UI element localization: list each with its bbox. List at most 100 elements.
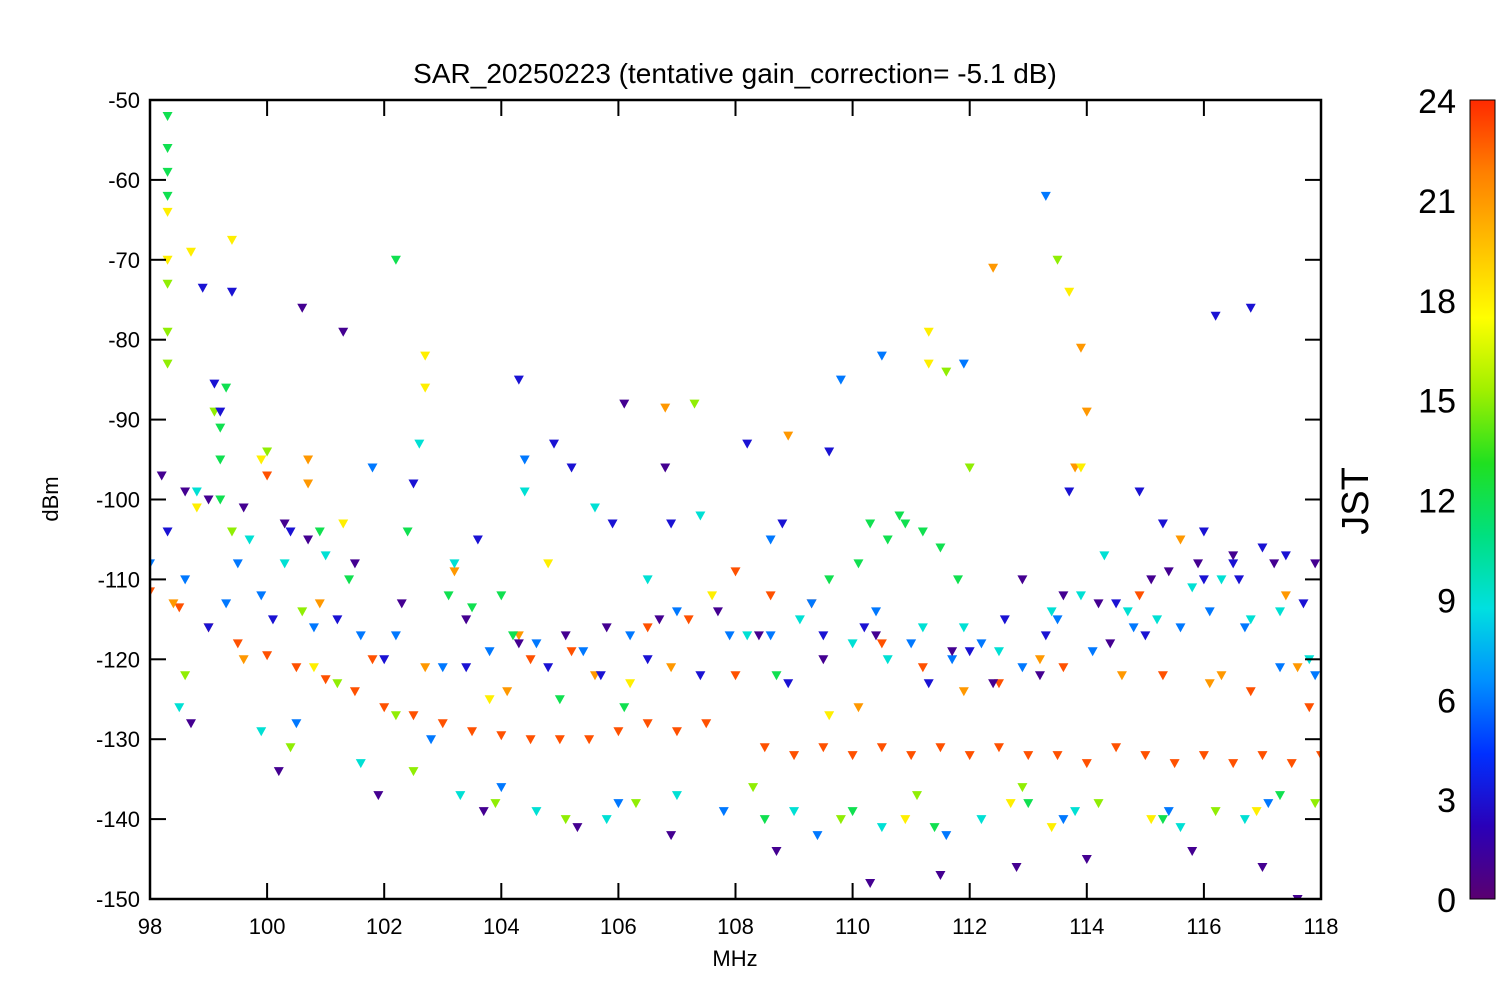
data-point	[993, 743, 1004, 753]
data-point	[1017, 663, 1028, 673]
y-tick-label: -100	[96, 488, 140, 513]
data-point	[759, 815, 770, 825]
data-point	[964, 647, 975, 657]
data-point	[554, 695, 565, 705]
data-point	[906, 639, 917, 649]
data-point	[1058, 815, 1069, 825]
data-point	[654, 615, 665, 625]
data-point	[865, 519, 876, 529]
x-tick-label: 100	[249, 914, 286, 939]
x-tick-label: 98	[138, 914, 162, 939]
data-point	[1251, 807, 1262, 817]
data-point	[1198, 751, 1209, 761]
y-tick-label: -140	[96, 807, 140, 832]
data-point	[1017, 575, 1028, 585]
data-point	[642, 623, 653, 633]
data-point	[1005, 799, 1016, 809]
data-point	[619, 703, 630, 713]
data-point	[297, 303, 308, 313]
x-tick-label: 104	[483, 914, 520, 939]
data-point	[162, 279, 173, 289]
data-point	[414, 439, 425, 449]
data-point	[1046, 823, 1057, 833]
data-point	[226, 287, 237, 297]
data-point	[765, 631, 776, 641]
data-point	[180, 487, 191, 497]
data-point	[1310, 799, 1321, 809]
data-point	[730, 671, 741, 681]
data-point	[607, 519, 618, 529]
data-point	[589, 503, 600, 513]
data-point	[988, 263, 999, 273]
data-point	[882, 655, 893, 665]
data-point	[771, 671, 782, 681]
data-point	[1275, 663, 1286, 673]
data-point	[297, 607, 308, 617]
data-point	[941, 367, 952, 377]
data-point	[771, 847, 782, 857]
data-point	[1228, 759, 1239, 769]
data-point	[472, 535, 483, 545]
data-point	[502, 687, 513, 697]
data-point	[338, 519, 349, 529]
data-point	[1070, 807, 1081, 817]
data-point	[1169, 759, 1180, 769]
data-point	[730, 567, 741, 577]
colorbar	[1469, 99, 1496, 900]
data-point	[935, 543, 946, 553]
data-point	[1140, 631, 1151, 641]
data-point	[215, 455, 226, 465]
data-point	[794, 615, 805, 625]
data-point	[1064, 487, 1075, 497]
data-point	[876, 351, 887, 361]
data-point	[1122, 607, 1133, 617]
data-point	[917, 527, 928, 537]
data-point	[847, 639, 858, 649]
data-point	[1216, 671, 1227, 681]
data-point	[1116, 671, 1127, 681]
data-point	[824, 575, 835, 585]
colorbar-tick-label: 3	[1437, 782, 1456, 820]
data-point	[666, 519, 677, 529]
data-point	[964, 463, 975, 473]
data-point	[232, 559, 243, 569]
data-point	[601, 623, 612, 633]
data-point	[748, 783, 759, 793]
data-point	[865, 879, 876, 889]
data-point	[162, 359, 173, 369]
data-point	[964, 751, 975, 761]
data-point	[1058, 663, 1069, 673]
data-point	[1075, 463, 1086, 473]
data-point	[1257, 863, 1268, 873]
data-point	[876, 639, 887, 649]
x-axis-label: MHz	[712, 946, 757, 971]
data-points	[150, 111, 1321, 899]
data-point	[215, 407, 226, 417]
data-point	[619, 399, 630, 409]
data-point	[379, 703, 390, 713]
data-point	[156, 471, 167, 481]
data-point	[853, 559, 864, 569]
data-point	[912, 791, 923, 801]
data-point	[818, 655, 829, 665]
data-point	[308, 663, 319, 673]
data-point	[1157, 815, 1168, 825]
colorbar-tick-label: 0	[1437, 882, 1456, 920]
data-point	[221, 383, 232, 393]
data-point	[174, 603, 185, 613]
data-point	[853, 703, 864, 713]
data-point	[1128, 623, 1139, 633]
y-tick-label: -130	[96, 727, 140, 752]
data-point	[1239, 815, 1250, 825]
data-point	[162, 167, 173, 177]
data-point	[1175, 823, 1186, 833]
data-point	[314, 599, 325, 609]
data-point	[455, 791, 466, 801]
data-point	[262, 651, 273, 661]
colorbar-tick-label: 12	[1418, 483, 1456, 521]
data-point	[1058, 591, 1069, 601]
data-point	[490, 799, 501, 809]
data-point	[349, 687, 360, 697]
data-point	[999, 615, 1010, 625]
data-point	[1292, 663, 1303, 673]
